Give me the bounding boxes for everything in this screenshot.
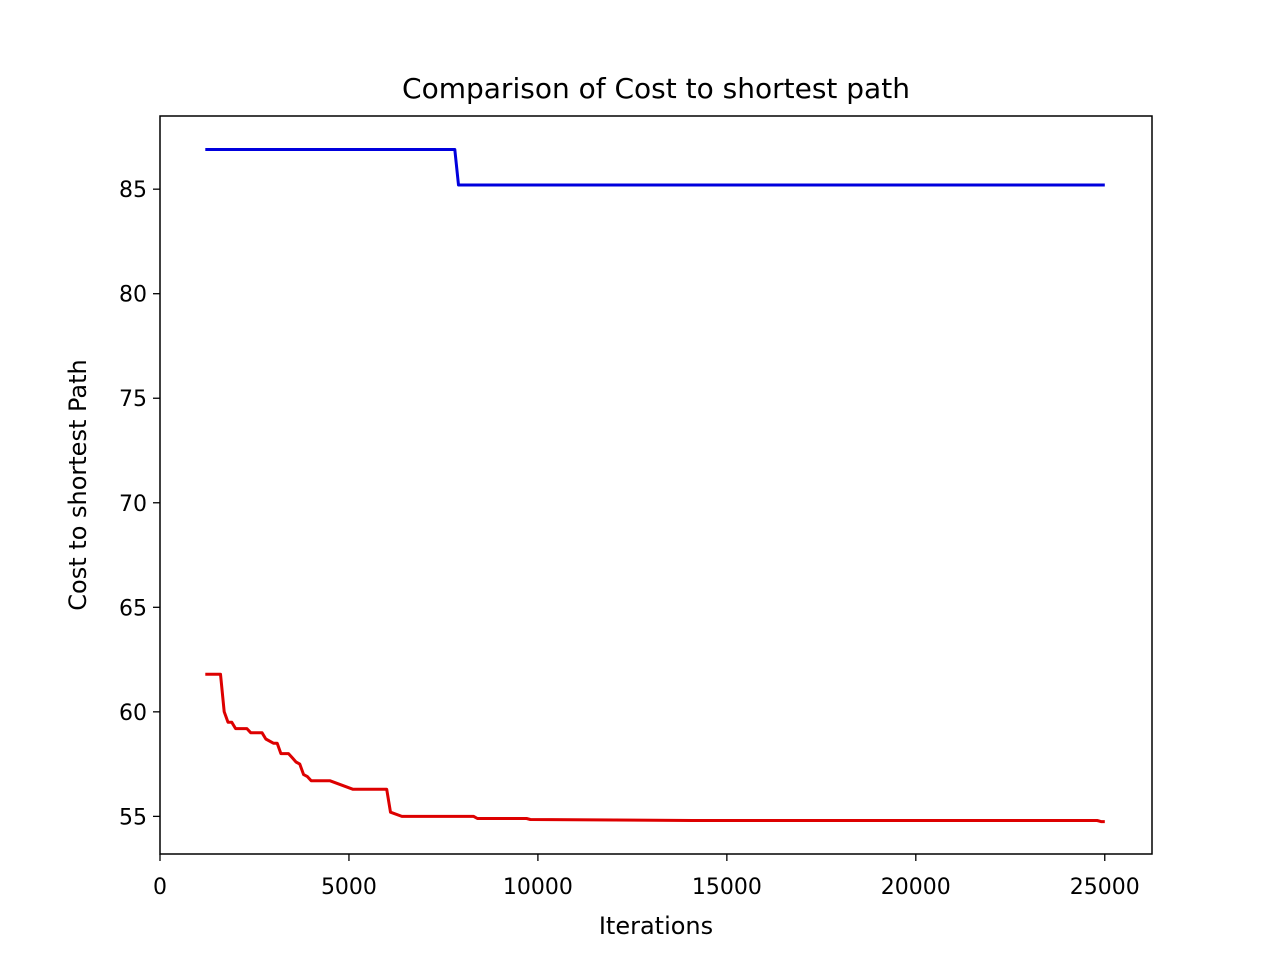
y-tick-label: 65 — [119, 596, 147, 621]
plot-frame — [159, 115, 1153, 855]
x-tick-label: 15000 — [692, 875, 762, 900]
x-tick-label: 0 — [153, 875, 167, 900]
y-tick-label: 70 — [119, 492, 147, 517]
y-tick-label: 75 — [119, 387, 147, 412]
y-tick-label: 80 — [119, 283, 147, 308]
y-tick-label: 55 — [119, 805, 147, 830]
x-axis-label: Iterations — [599, 912, 713, 940]
x-tick-label: 25000 — [1070, 875, 1140, 900]
y-axis-label: Cost to shortest Path — [64, 359, 92, 610]
y-tick-label: 60 — [119, 701, 147, 726]
y-tick-label: 85 — [119, 178, 147, 203]
series-line-2 — [205, 672, 1105, 824]
x-tick-label: 20000 — [881, 875, 951, 900]
x-tick-label: 5000 — [321, 875, 377, 900]
x-tick-label: 10000 — [503, 875, 573, 900]
series-line-1 — [205, 148, 1105, 187]
x-axis-ticks: 0 5000 10000 15000 20000 25000 — [153, 854, 1140, 900]
y-axis-ticks: 55 60 65 70 75 80 85 — [119, 178, 160, 830]
chart-title: Comparison of Cost to shortest path — [402, 72, 910, 105]
series-layer — [205, 148, 1105, 824]
